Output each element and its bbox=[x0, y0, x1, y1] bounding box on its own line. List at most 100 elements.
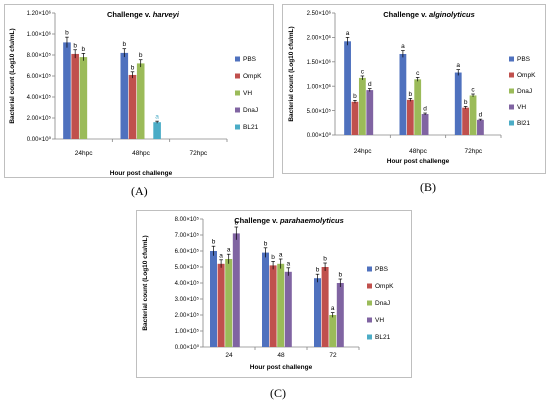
y-axis-label: Bacterial count (Log10 cfu/mL) bbox=[288, 26, 295, 121]
chart-panel-a: Challenge v. harveyi Bacterial count (Log… bbox=[4, 4, 274, 178]
bar bbox=[63, 42, 71, 139]
bar bbox=[344, 41, 351, 135]
y-tick-label: 8.00×10⁵ bbox=[27, 52, 52, 59]
bar bbox=[232, 233, 240, 347]
y-tick-label: 4.00×10⁵ bbox=[27, 94, 52, 101]
y-tick-label: 0.00×10⁰ bbox=[175, 344, 200, 351]
y-tick-label: 2.00×10⁵ bbox=[175, 312, 200, 319]
chart-panel-c: Challenge v. parahaemolyticus Bacterial c… bbox=[136, 210, 412, 378]
legend-label: PBS bbox=[375, 266, 389, 273]
legend-label: DnaJ bbox=[243, 107, 258, 114]
bar bbox=[414, 79, 422, 135]
y-tick-label: 5.00×10⁵ bbox=[175, 264, 200, 271]
bar bbox=[284, 271, 292, 347]
legend-swatch bbox=[367, 334, 372, 340]
legend-swatch bbox=[235, 124, 240, 130]
legend-swatch bbox=[235, 90, 240, 96]
significance-label: a bbox=[227, 247, 231, 254]
y-tick-label: 1.00×10⁶ bbox=[307, 83, 332, 90]
significance-label: b bbox=[338, 272, 342, 279]
significance-label: b bbox=[234, 220, 238, 227]
legend-label: OmpK bbox=[243, 73, 262, 80]
bar bbox=[421, 114, 429, 135]
significance-label: b bbox=[264, 240, 268, 247]
significance-label: b bbox=[139, 52, 143, 59]
bar bbox=[351, 101, 359, 135]
legend-swatch bbox=[235, 73, 240, 79]
chart-c: Challenge v. parahaemolyticus Bacterial c… bbox=[142, 216, 394, 371]
bar bbox=[469, 95, 477, 135]
bar bbox=[358, 77, 366, 135]
bar bbox=[321, 267, 329, 347]
bar bbox=[269, 265, 277, 347]
significance-label: b bbox=[73, 42, 77, 49]
significance-label: a bbox=[346, 30, 350, 37]
panel-label-c: (C) bbox=[270, 386, 286, 400]
bar bbox=[336, 283, 344, 347]
legend-label: VH bbox=[517, 104, 526, 111]
legend-swatch bbox=[367, 266, 372, 272]
legend-swatch bbox=[235, 56, 240, 62]
chart-title: Challenge v. alginolyticus bbox=[383, 10, 475, 19]
bar bbox=[136, 63, 145, 139]
legend-label: DnaJ bbox=[375, 300, 390, 307]
y-axis-label: Bacterial count (Log10 cfu/mL) bbox=[142, 235, 149, 330]
y-tick-label: 4.00×10⁵ bbox=[175, 280, 200, 287]
chart-b: Challenge v. alginolyticus Bacterial coun… bbox=[288, 10, 536, 165]
significance-label: a bbox=[456, 62, 460, 69]
bar bbox=[262, 252, 269, 347]
bar bbox=[128, 74, 137, 139]
y-tick-label: 2.00×10⁵ bbox=[27, 115, 52, 122]
significance-label: b bbox=[323, 256, 327, 263]
significance-label: c bbox=[471, 87, 475, 94]
legend-label: BL21 bbox=[243, 124, 259, 131]
bar bbox=[225, 259, 233, 347]
significance-label: d bbox=[423, 106, 427, 113]
x-axis-label: Hour post challenge bbox=[110, 170, 173, 177]
legend-swatch bbox=[367, 317, 372, 323]
chart-title: Challenge v. parahaemolyticus bbox=[234, 216, 344, 225]
x-tick-label: 72 bbox=[329, 352, 337, 359]
bar bbox=[79, 57, 88, 139]
bar bbox=[329, 315, 337, 347]
y-tick-label: 0.00×10⁰ bbox=[307, 132, 332, 139]
x-axis-label: Hour post challenge bbox=[250, 364, 313, 371]
significance-label: a bbox=[155, 114, 159, 121]
x-tick-label: 24hpc bbox=[354, 148, 372, 155]
bar bbox=[406, 99, 414, 135]
bar bbox=[71, 53, 79, 140]
legend-swatch bbox=[509, 88, 514, 94]
panel-label-a: (A) bbox=[131, 184, 148, 198]
legend-swatch bbox=[509, 120, 514, 126]
bar bbox=[462, 107, 470, 135]
legend-label: VH bbox=[375, 317, 384, 324]
bar bbox=[314, 278, 321, 347]
bar bbox=[210, 251, 217, 347]
legend-label: VH bbox=[243, 90, 252, 97]
significance-label: a bbox=[331, 305, 335, 312]
x-tick-label: 24 bbox=[225, 352, 233, 359]
y-tick-label: 2.00×10⁶ bbox=[307, 35, 332, 42]
x-tick-label: 48hpc bbox=[409, 148, 427, 155]
y-tick-label: 1.20×10⁶ bbox=[27, 10, 52, 17]
y-tick-label: 3.00×10⁵ bbox=[175, 296, 200, 303]
panel-label-b: (B) bbox=[420, 180, 436, 194]
significance-label: b bbox=[464, 99, 468, 106]
legend-swatch bbox=[235, 107, 240, 113]
significance-label: b bbox=[408, 91, 412, 98]
bar bbox=[120, 52, 129, 139]
x-tick-label: 72hpc bbox=[189, 150, 207, 157]
significance-label: b bbox=[82, 46, 86, 53]
chart-panel-b: Challenge v. alginolyticus Bacterial coun… bbox=[282, 4, 546, 174]
legend-swatch bbox=[509, 104, 514, 110]
x-tick-label: 48 bbox=[277, 352, 285, 359]
bar bbox=[477, 119, 484, 135]
bar bbox=[366, 90, 374, 135]
y-tick-label: 8.00×10⁵ bbox=[175, 216, 200, 223]
y-tick-label: 6.00×10⁵ bbox=[27, 73, 52, 80]
legend-swatch bbox=[509, 56, 514, 62]
significance-label: b bbox=[316, 267, 320, 274]
bar bbox=[399, 53, 407, 135]
significance-label: b bbox=[271, 254, 275, 261]
y-tick-label: 2.50×10⁶ bbox=[307, 10, 332, 17]
